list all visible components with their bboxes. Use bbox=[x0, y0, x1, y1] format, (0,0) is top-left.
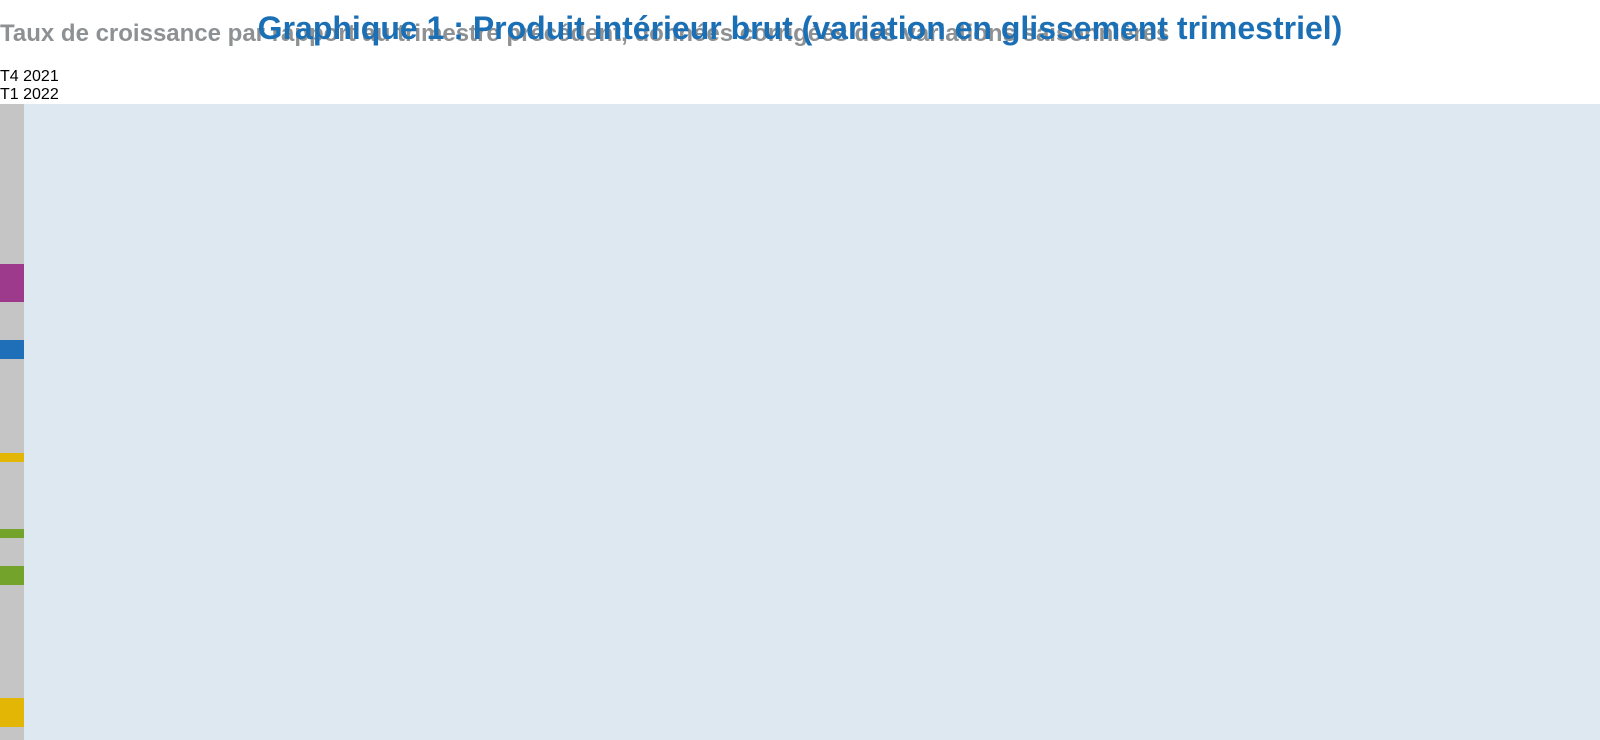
legend-item-t4-2021: T4 2021 bbox=[0, 68, 1600, 86]
bar-t4-2021-Zone OCDE bbox=[0, 585, 24, 699]
bar-t4-2021-États-Unis bbox=[0, 103, 24, 265]
legend-item-t1-2022: T1 2022 bbox=[0, 86, 1600, 104]
legend: T4 2021 T1 2022 bbox=[0, 68, 1600, 104]
bar-t4-2021-Corée bbox=[0, 726, 24, 740]
legend-label-t4-2021: T4 2021 bbox=[0, 67, 59, 85]
bar-t1-2022-France bbox=[0, 339, 24, 359]
bar-t1-2022-Zone OCDE bbox=[0, 698, 24, 727]
chart-subtitle: Taux de croissance par rapport au trimes… bbox=[0, 19, 1170, 47]
bar-t1-2022-Allemagne bbox=[0, 566, 24, 586]
bar-t1-2022-Japon bbox=[0, 453, 24, 463]
bar-t1-2022-États-Unis bbox=[0, 264, 24, 303]
chart-title: Graphique 1 : Produit intérieur brut (va… bbox=[257, 10, 1343, 46]
bar-t4-2021-Allemagne bbox=[0, 538, 24, 567]
bar-t4-2021-Italie bbox=[0, 462, 24, 529]
plot-area bbox=[0, 103, 1600, 740]
legend-label-t1-2022: T1 2022 bbox=[0, 85, 59, 103]
bar-t4-2021-France bbox=[0, 302, 24, 340]
bar-t1-2022-Italie bbox=[0, 528, 24, 538]
bar-t4-2021-Japon bbox=[0, 358, 24, 454]
